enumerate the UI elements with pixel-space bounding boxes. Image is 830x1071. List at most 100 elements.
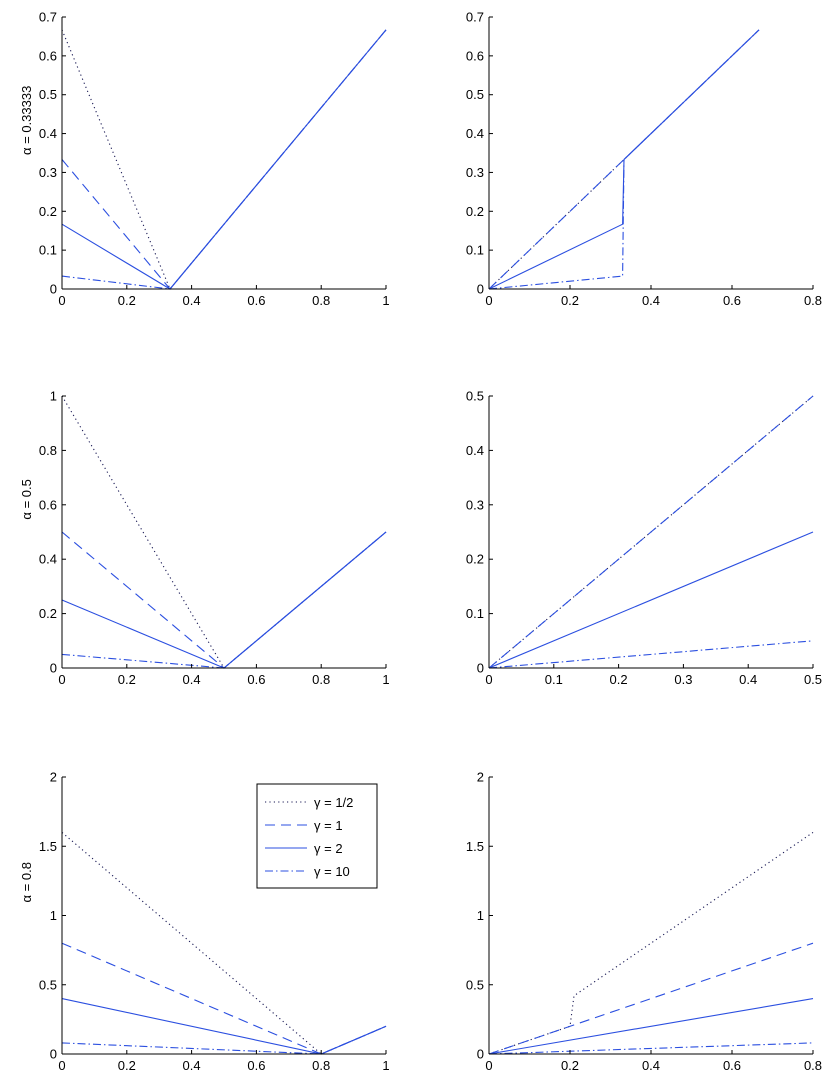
subplot-3: 0 0.2 0.4 0.6 0.8 1 0 0.2 0.4 0.6 0.8 1 α = 0.5 <box>19 389 390 688</box>
x-tick-label: 1 <box>382 1058 389 1071</box>
series-line-10 <box>488 640 814 669</box>
series-line-2 <box>61 998 387 1055</box>
y-tick-label: 0.2 <box>466 552 484 567</box>
x-tick-label: 0 <box>58 293 65 308</box>
x-tick-label: 0.8 <box>312 293 330 308</box>
y-tick-label: 0.1 <box>39 243 57 258</box>
series-line-10 <box>488 1042 814 1055</box>
x-tick-label: 0.8 <box>312 672 330 687</box>
x-tick-label: 0.2 <box>561 293 579 308</box>
x-tick-label: 0 <box>485 293 492 308</box>
x-tick-label: 0.6 <box>247 1058 265 1071</box>
subplot-4: 0 0.1 0.2 0.3 0.4 0.5 0 0.1 0.2 0.3 0.4 0.5 <box>466 389 822 688</box>
y-tick-label: 0.3 <box>39 165 57 180</box>
y-tick-label: 0 <box>477 661 484 676</box>
subplot-5: 0 0.2 0.4 0.6 0.8 100.511.52α = 0.8γ = 1/2γ =… <box>19 770 390 1071</box>
legend-label: γ = 2 <box>314 841 343 856</box>
x-tick-label: 0.2 <box>118 1058 136 1071</box>
series-line-1-2 <box>488 831 814 1055</box>
x-tick-label: 0.4 <box>183 293 201 308</box>
x-tick-label: 0.2 <box>610 672 628 687</box>
y-tick-label: 0.4 <box>39 552 57 567</box>
legend-label: γ = 1 <box>314 818 343 833</box>
x-tick-label: 0.2 <box>118 672 136 687</box>
y-tick-label: 1.5 <box>466 839 484 854</box>
y-tick-label: 0.2 <box>39 606 57 621</box>
y-tick-label: 1 <box>50 389 57 404</box>
x-tick-label: 0.4 <box>183 1058 201 1071</box>
y-axis-label: α = 0.5 <box>19 479 34 519</box>
x-tick-label: 0.5 <box>804 672 822 687</box>
series-line-1-2 <box>61 29 387 291</box>
x-tick-label: 0.6 <box>247 672 265 687</box>
x-tick-label: 0 <box>485 672 492 687</box>
y-tick-label: 0.5 <box>39 977 57 992</box>
x-tick-label: 0.4 <box>642 293 660 308</box>
x-tick-label: 0.4 <box>739 672 757 687</box>
series-line-2 <box>61 29 387 290</box>
y-tick-label: 0.8 <box>39 443 57 458</box>
x-tick-label: 1 <box>382 293 389 308</box>
y-tick-label: 0.3 <box>466 165 484 180</box>
x-tick-label: 0 <box>58 1058 65 1071</box>
x-tick-label: 0.1 <box>545 672 563 687</box>
y-tick-label: 0.5 <box>466 389 484 404</box>
x-tick-label: 0.6 <box>723 1058 741 1071</box>
y-tick-label: 0 <box>477 1047 484 1062</box>
y-tick-label: 0.7 <box>466 10 484 25</box>
subplot-1: 0 0.2 0.4 0.6 0.8 1 0 0.1 0.2 0.3 0.4 0.5 0.6 0.7 α = … <box>19 10 390 309</box>
series-line-10 <box>61 1025 387 1055</box>
y-tick-label: 0.6 <box>39 497 57 512</box>
y-tick-label: 0.5 <box>39 87 57 102</box>
legend-label: γ = 10 <box>314 864 350 879</box>
y-tick-label: 0 <box>50 282 57 297</box>
series-line-2 <box>488 531 814 669</box>
y-tick-label: 0.4 <box>466 443 484 458</box>
y-tick-label: 0 <box>50 661 57 676</box>
y-tick-label: 0.6 <box>39 48 57 63</box>
y-tick-label: 0.5 <box>466 87 484 102</box>
y-tick-label: 0.3 <box>466 497 484 512</box>
y-axis-label: α = 0.33333 <box>19 86 34 155</box>
x-tick-label: 0.8 <box>312 1058 330 1071</box>
y-tick-label: 0.2 <box>466 204 484 219</box>
y-tick-label: 0.1 <box>466 243 484 258</box>
series-line-2 <box>61 531 387 669</box>
y-tick-label: 1 <box>477 908 484 923</box>
y-tick-label: 2 <box>50 770 57 785</box>
y-tick-label: 0.7 <box>39 10 57 25</box>
y-tick-label: 0.1 <box>466 606 484 621</box>
legend-label: γ = 1/2 <box>314 795 353 810</box>
x-tick-label: 0.6 <box>247 293 265 308</box>
series-line-1 <box>61 29 387 290</box>
y-tick-label: 0.2 <box>39 204 57 219</box>
subplot-6: 0 0.2 0.4 0.6 0.8 0 0.5 1 1.5 2 <box>466 770 822 1071</box>
x-tick-label: 0.2 <box>118 293 136 308</box>
y-tick-label: 0.6 <box>466 48 484 63</box>
y-tick-label: 1.5 <box>39 839 57 854</box>
y-tick-label: 0.4 <box>466 126 484 141</box>
series-line-1 <box>488 942 814 1055</box>
series-line-10 <box>488 29 760 290</box>
x-tick-label: 0.3 <box>674 672 692 687</box>
series-line-1 <box>61 942 387 1055</box>
x-tick-label: 0.8 <box>804 293 822 308</box>
y-tick-label: 2 <box>477 770 484 785</box>
x-tick-label: 0.4 <box>642 1058 660 1071</box>
y-tick-label: 0.4 <box>39 126 57 141</box>
series-line-1-2 <box>488 29 760 290</box>
subplot-2: 0 0.2 0.4 0.6 0.8 0 0.1 0.2 0.3 0.4 0.5 0.6 0.7 <box>466 10 822 309</box>
x-tick-label: 0 <box>58 672 65 687</box>
y-tick-label: 0.5 <box>466 977 484 992</box>
x-tick-label: 0.6 <box>723 293 741 308</box>
y-tick-label: 0 <box>50 1047 57 1062</box>
series-line-1 <box>488 395 814 669</box>
series-line-1-2 <box>61 395 387 669</box>
x-tick-label: 0.2 <box>561 1058 579 1071</box>
series-line-1 <box>61 531 387 669</box>
x-tick-label: 0 <box>485 1058 492 1071</box>
x-tick-label: 0.8 <box>804 1058 822 1071</box>
x-tick-label: 1 <box>382 672 389 687</box>
legend: γ = 1/2 γ = 1 γ = 2 γ = 10 <box>256 783 378 889</box>
